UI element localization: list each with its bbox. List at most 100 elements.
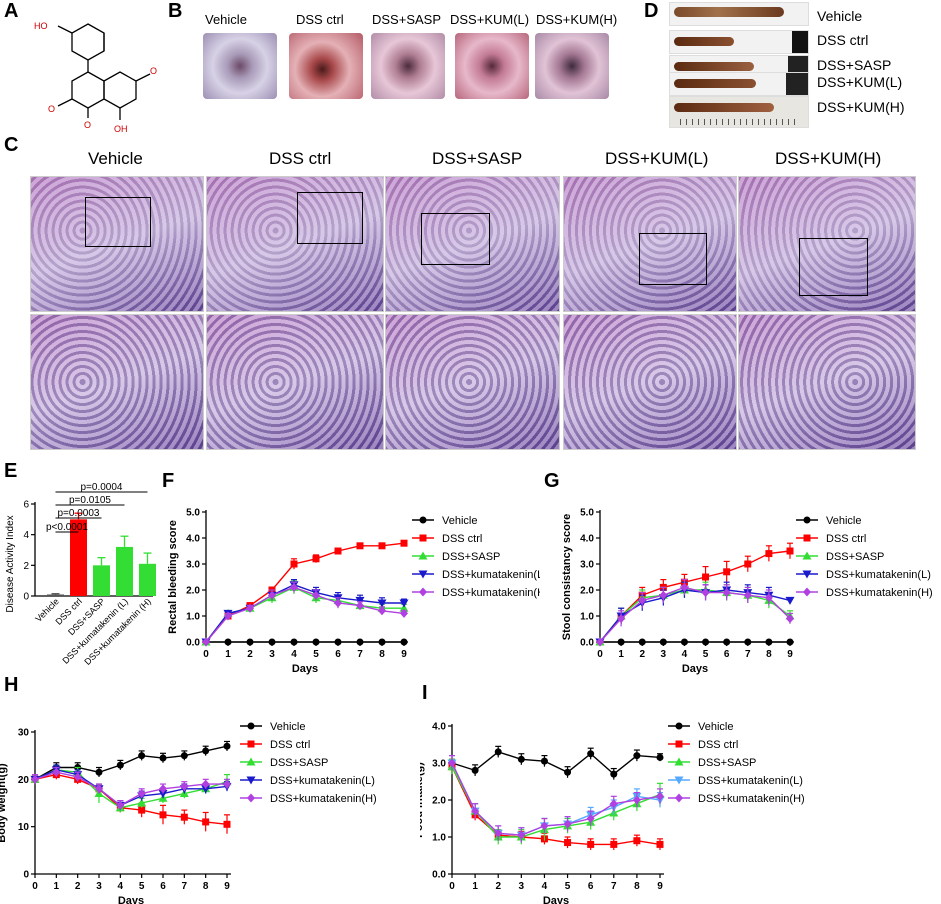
- structure-label-o2: O: [84, 120, 91, 130]
- chartF-point-3-8: [377, 599, 387, 608]
- chartI-y-tick-label-0: 0.0: [432, 870, 446, 881]
- chartF-point-3-7: [355, 596, 365, 605]
- chartI-series-line-0: [451, 751, 661, 776]
- chartH-point-0-5: [138, 752, 146, 760]
- chartH-legend-label-1: DSS ctrl: [270, 739, 310, 751]
- chartI-point-0-7: [610, 770, 618, 778]
- chartI-x-tick-label-0: 0: [449, 881, 455, 892]
- chartF-x-tick-label-2: 2: [247, 649, 253, 660]
- chartH-point-4-8: [201, 779, 210, 789]
- endoscopy-image-dss: [289, 33, 363, 99]
- endoscopy-image-vehicle: [203, 33, 277, 99]
- chartE-sig-label-0: p<0.0001: [46, 522, 88, 533]
- chartI-legend-label-3: DSS+kumatakenin(L): [698, 775, 803, 787]
- panel-letter-h: H: [4, 674, 19, 696]
- chartG-series-0: [596, 638, 794, 646]
- chartI-series-line-2: [451, 766, 661, 838]
- chartG-legend-marker-2: [802, 551, 812, 560]
- chartI-point-0-2: [494, 748, 502, 756]
- chartI-series-0: [448, 745, 664, 780]
- chartI-point-1-5: [564, 839, 572, 847]
- colon-label-kumh: DSS+KUM(H): [817, 99, 905, 115]
- chartI-legend-marker-2: [674, 757, 684, 766]
- chartG-legend-label-0: Vehicle: [826, 515, 861, 527]
- chartG-x-tick-label-8: 8: [766, 649, 772, 660]
- chartH-point-4-9: [223, 779, 231, 789]
- chartF-x-tick-label-9: 9: [401, 649, 407, 660]
- histology-image-kuml-high: [563, 314, 737, 450]
- chartF-y-tick-label-0: 0.0: [186, 638, 200, 649]
- chartG-series-line-1: [599, 550, 791, 643]
- chartF-series-line-3: [205, 584, 404, 643]
- chartI-point-0-9: [656, 753, 664, 761]
- chartG-point-1-6: [723, 568, 731, 576]
- chartH-x-tick-label-0: 0: [32, 881, 38, 892]
- chartF-legend-label-0: Vehicle: [442, 515, 477, 527]
- chartG-x-tick-label-6: 6: [724, 649, 730, 660]
- chartH-point-1-6: [159, 811, 167, 819]
- chartI-point-0-6: [587, 750, 595, 758]
- chartF-series-4: [202, 581, 408, 647]
- panel-letter-b: B: [168, 0, 183, 22]
- panel-letter-g: G: [544, 470, 560, 492]
- chartH-y-axis-label: Body weight(g): [0, 763, 8, 843]
- chartG-y-tick-label-5: 5.0: [580, 508, 594, 519]
- chartG-point-1-5: [702, 573, 710, 581]
- chartI-point-0-4: [540, 757, 548, 765]
- chartI-series-3: [447, 754, 665, 843]
- chartH-series-line-4: [34, 771, 227, 807]
- chartG-point-0-1: [617, 638, 625, 646]
- chartI-y-axis-label: Food intake(g): [420, 762, 425, 838]
- chartG-point-4-3: [659, 590, 668, 600]
- chartG-series-4: [596, 578, 794, 647]
- chartE-bar-0: [47, 594, 64, 596]
- chartH-x-tick-label-7: 7: [182, 881, 188, 892]
- zoom-box-kuml: [639, 233, 707, 285]
- chartI-y-tick-label-4: 4.0: [432, 722, 446, 733]
- chartH-point-0-3: [95, 768, 103, 776]
- chartI-point-4-6: [586, 814, 595, 823]
- zoom-box-kumh: [799, 238, 868, 296]
- zoom-box-sasp: [421, 213, 490, 265]
- chartH-point-4-0: [31, 774, 39, 784]
- endo-label-kumh: DSS+KUM(H): [536, 12, 618, 27]
- chartF-point-1-6: [334, 547, 342, 555]
- chartI-point-4-0: [448, 758, 456, 768]
- chartF-point-4-2: [246, 603, 254, 613]
- chartF-point-0-2: [246, 638, 254, 646]
- histo-label-kumh: DSS+KUM(H): [775, 149, 882, 168]
- chartH-x-tick-label-8: 8: [203, 881, 209, 892]
- chartG-point-3-9: [785, 596, 795, 605]
- chartG-point-4-0: [596, 637, 604, 647]
- histo-label-kuml: DSS+KUM(L): [605, 149, 709, 168]
- chartF-point-4-8: [378, 606, 386, 616]
- chartI-point-4-5: [563, 819, 572, 829]
- chartF-y-tick-label-2: 2.0: [186, 586, 200, 597]
- chartI-legend-marker-1: [675, 740, 683, 748]
- chartF-point-4-5: [312, 590, 320, 600]
- chartE-y-tick-label-1: 2: [23, 561, 29, 572]
- histology-image-dss-low: [206, 176, 384, 312]
- chartG-y-tick-label-3: 3.0: [580, 560, 594, 571]
- chartG-x-tick-label-9: 9: [787, 649, 793, 660]
- chartF-point-4-0: [202, 637, 210, 647]
- chartH-point-3-8: [201, 785, 211, 794]
- chartG-point-0-9: [786, 638, 794, 646]
- chartH-point-0-8: [202, 747, 210, 755]
- chartG-point-1-9: [786, 547, 794, 555]
- chartH-legend-label-2: DSS+SASP: [270, 757, 328, 769]
- histology-image-vehicle-high: [30, 314, 204, 450]
- endo-label-dss: DSS ctrl: [296, 12, 344, 27]
- panel-letter-c: C: [4, 134, 19, 156]
- colon-label-dss: DSS ctrl: [817, 32, 869, 48]
- chartF-legend-label-2: DSS+SASP: [442, 551, 500, 563]
- chartH-legend-label-3: DSS+kumatakenin(L): [270, 775, 375, 787]
- chartI-x-tick-label-4: 4: [542, 881, 548, 892]
- chartH-legend-label-0: Vehicle: [270, 721, 305, 733]
- chartH-x-tick-label-1: 1: [54, 881, 60, 892]
- endoscopy-image-kumh: [535, 33, 609, 99]
- endo-label-kuml: DSS+KUM(L): [450, 12, 530, 27]
- chartG-legend-marker-0: [803, 516, 811, 524]
- chartH-series-line-0: [34, 745, 228, 780]
- chartG-series-line-3: [599, 589, 791, 643]
